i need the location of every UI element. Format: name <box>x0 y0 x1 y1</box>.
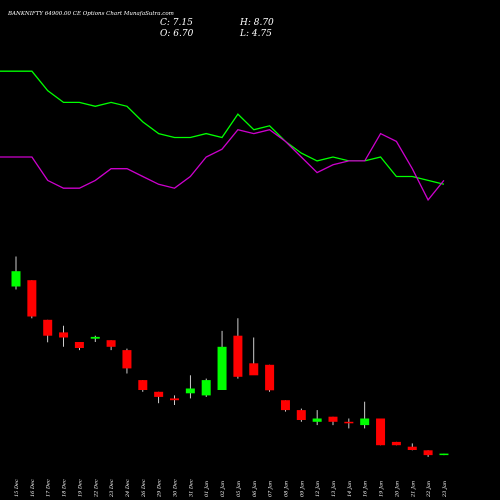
candle-12-jan <box>312 410 322 426</box>
candle-body <box>122 350 132 369</box>
x-tick-label: 19 Dec <box>77 479 83 497</box>
candle-21-jan <box>407 443 417 451</box>
candle-body <box>138 380 148 390</box>
x-tick-label: 07 Jan <box>268 481 274 497</box>
candle-01-jan <box>201 378 211 397</box>
candle-body <box>106 340 116 347</box>
x-tick-label: 17 Dec <box>46 479 52 497</box>
candle-07-jan <box>265 364 275 392</box>
candle-19-dec <box>74 342 84 351</box>
x-tick-label: 22 Dec <box>93 479 99 498</box>
x-tick-label: 13 Jan <box>331 481 337 497</box>
x-tick-label: 16 Jan <box>363 481 369 497</box>
x-tick-label: 19 Jan <box>379 481 385 497</box>
candles <box>11 256 449 457</box>
candle-body <box>280 400 290 411</box>
x-tick-label: 29 Dec <box>157 479 163 498</box>
moving-average-lines <box>0 70 445 202</box>
x-tick-label: 01 Jan <box>204 481 210 497</box>
candle-body <box>328 416 338 422</box>
chart-title: BANKNIFTY 64900.00 CE Options Chart Muna… <box>7 11 174 17</box>
moving-average-line-2 <box>0 128 445 202</box>
candle-body <box>11 271 21 287</box>
x-tick-label: 05 Jan <box>236 481 242 497</box>
x-tick-label: 09 Jan <box>299 481 305 497</box>
x-tick-label: 12 Jan <box>315 481 321 497</box>
candle-body <box>27 280 37 317</box>
candle-body <box>312 418 322 422</box>
candle-body <box>265 364 275 391</box>
x-tick-label: 24 Dec <box>125 479 131 498</box>
candle-body <box>376 418 386 446</box>
candle-body <box>423 450 433 456</box>
x-tick-label: 15 Dec <box>14 479 20 497</box>
candle-26-dec <box>138 380 148 392</box>
candle-29-dec <box>154 391 164 404</box>
x-axis-labels: 15 Dec 16 Dec 17 Dec 18 Dec 19 Dec 22 Dec 23 D… <box>14 479 448 498</box>
candle-body <box>74 342 84 348</box>
candle-31-dec <box>185 375 195 399</box>
candle-body <box>344 421 354 424</box>
candle-body <box>43 319 53 336</box>
candle-23-jan <box>439 453 449 456</box>
x-tick-label: 16 Dec <box>30 479 36 497</box>
candle-06-jan <box>249 337 259 376</box>
x-tick-label: 18 Dec <box>62 479 68 497</box>
x-tick-label: 26 Dec <box>141 479 147 498</box>
candle-16-dec <box>27 280 37 319</box>
candle-body <box>90 336 100 339</box>
candle-09-jan <box>296 408 306 422</box>
candle-23-dec <box>106 340 116 351</box>
candle-14-jan <box>344 418 354 429</box>
low-readout: L: 4.75 <box>239 29 272 39</box>
moving-average-line-1 <box>0 70 445 185</box>
candle-body <box>185 388 195 394</box>
candle-17-dec <box>43 319 53 343</box>
candle-05-jan <box>233 318 243 379</box>
candle-08-jan <box>280 400 290 412</box>
x-tick-label: 30 Dec <box>173 479 179 497</box>
x-tick-label: 02 Jan <box>220 481 226 497</box>
candle-body <box>296 410 306 420</box>
x-tick-label: 23 Jan <box>442 481 448 498</box>
candle-body <box>233 335 243 377</box>
candle-02-jan <box>217 330 227 390</box>
candle-13-jan <box>328 416 338 426</box>
candle-body <box>360 418 370 426</box>
candle-body <box>170 398 179 401</box>
candle-22-dec <box>90 335 100 342</box>
candle-16-jan <box>360 401 370 429</box>
x-tick-label: 31 Dec <box>188 479 194 497</box>
x-tick-label: 14 Jan <box>347 481 353 497</box>
candle-body <box>59 332 69 338</box>
x-tick-label: 08 Jan <box>283 481 289 497</box>
candle-body <box>439 453 449 456</box>
open-readout: O: 6.70 <box>160 29 194 39</box>
candle-19-jan <box>376 418 386 446</box>
x-tick-label: 23 Dec <box>109 479 115 498</box>
candle-body <box>201 380 211 396</box>
candle-18-dec <box>59 325 69 347</box>
x-tick-label: 22 Jan <box>426 481 432 498</box>
high-readout: H: 8.70 <box>239 18 274 28</box>
x-tick-label: 21 Jan <box>410 481 416 498</box>
x-tick-label: 20 Jan <box>394 481 400 498</box>
x-tick-label: 06 Jan <box>252 481 258 497</box>
candle-22-jan <box>423 450 433 457</box>
candle-body <box>391 441 401 446</box>
candle-body <box>249 363 259 376</box>
candle-body <box>217 346 227 390</box>
candle-24-dec <box>122 348 132 374</box>
close-readout: C: 7.15 <box>160 18 193 28</box>
candle-body <box>407 446 417 450</box>
candle-body <box>154 391 164 397</box>
candle-15-dec <box>11 256 21 290</box>
candle-30-dec <box>170 395 179 405</box>
candle-20-jan <box>391 441 401 446</box>
